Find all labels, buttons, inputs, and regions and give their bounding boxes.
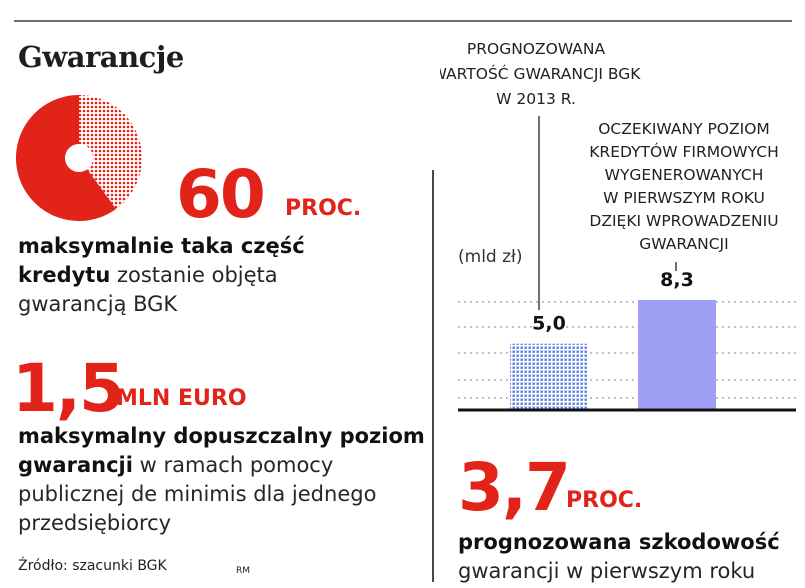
share-donut-chart <box>16 95 143 221</box>
category-label-line: OCZEKIWANY POZIOM <box>598 120 770 138</box>
category-label-line: WARTOŚĆ GWARANCJI BGK <box>440 64 641 83</box>
category-label-line: PROGNOZOWANA <box>467 40 606 58</box>
stat3-description: prognozowana szkodowość gwarancji w pier… <box>458 528 803 586</box>
category-label-line: W 2013 R. <box>496 90 576 108</box>
source-note: Źródło: szacunki BGK <box>18 558 167 574</box>
page-title: Gwarancje <box>18 40 184 74</box>
stat-unit-proc-2: PROC. <box>566 488 643 513</box>
bar-2 <box>638 300 716 410</box>
category-label-line: WYGENEROWANYCH <box>605 166 764 184</box>
category-label-line: W PIERWSZYM ROKU <box>603 189 765 207</box>
bar-1 <box>510 343 588 410</box>
stat-unit-mln-euro: MLN EURO <box>116 386 247 411</box>
donut-remaining-slice <box>79 95 143 209</box>
column-divider <box>432 170 434 582</box>
stat-value-60: 60 <box>176 156 266 233</box>
donut-share-slice <box>16 95 117 221</box>
bar-value-label: 5,0 <box>532 313 566 335</box>
category-label-line: DZIĘKI WPROWADZENIU <box>589 212 778 230</box>
stat-value-3-7: 3,7 <box>458 449 571 526</box>
stat3-desc-rest: gwarancji w pierwszym roku <box>458 559 756 583</box>
bar-chart: (mld zł) 5,0 8,3 PROGNOZOWANA WARTOŚĆ GWARAN… <box>440 40 796 412</box>
stat2-desc-bold: maksymalny dopuszczalny poziom gwarancji <box>18 424 425 477</box>
stat-unit-proc: PROC. <box>285 196 362 221</box>
stat1-description: maksymalnie taka część kredytu zostanie … <box>18 232 378 319</box>
category-label-line: KREDYTÓW FIRMOWYCH <box>589 142 778 161</box>
stat2-description: maksymalny dopuszczalny poziom gwarancji… <box>18 422 428 538</box>
author-initials: RM <box>236 566 251 576</box>
stat3-desc-bold: prognozowana szkodowość <box>458 530 780 554</box>
stat2-desc-rest: w ramach pomocy publicznej de minimis dl… <box>18 453 377 535</box>
bar-value-label: 8,3 <box>660 269 694 291</box>
stat1-desc-bold: maksymalnie taka część kredytu <box>18 234 305 287</box>
unit-label: (mld zł) <box>458 247 523 267</box>
stat-value-1-5: 1,5 <box>12 350 125 427</box>
top-rule <box>14 20 792 22</box>
stat1-desc-rest: zostanie objęta gwarancją BGK <box>18 263 278 316</box>
category-label-line: GWARANCJI <box>639 235 728 253</box>
